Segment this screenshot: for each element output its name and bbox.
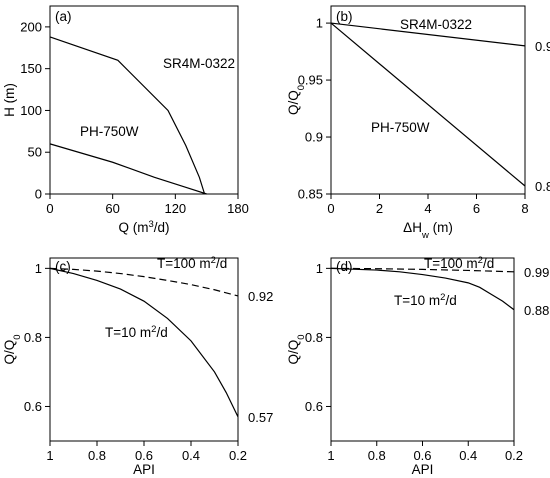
x-tick-label: 1 bbox=[46, 448, 53, 463]
y-tick-label: 0.8 bbox=[24, 330, 42, 345]
y-tick-label: 1 bbox=[35, 261, 42, 276]
y-tick-label: 1 bbox=[316, 16, 323, 31]
series-line-1 bbox=[49, 36, 206, 195]
panel-tag: (d) bbox=[336, 259, 353, 274]
x-tick-label: 60 bbox=[105, 201, 119, 216]
y-axis-label: Q/Q0 bbox=[2, 334, 23, 364]
series-name-label: T=100 m2/d bbox=[157, 255, 227, 272]
x-axis-label: ΔHw (m) bbox=[403, 220, 453, 241]
x-axis-label: API bbox=[412, 462, 434, 477]
series-name-label: SR4M-0322 bbox=[163, 56, 235, 71]
x-tick-label: 0.2 bbox=[229, 448, 247, 463]
x-tick-label: 4 bbox=[424, 201, 431, 216]
series-line-2 bbox=[330, 22, 526, 187]
series-end-label: 0.99 bbox=[524, 265, 549, 280]
y-tick-label: 0.85 bbox=[298, 187, 323, 202]
series-line-1 bbox=[49, 267, 239, 297]
x-tick-label: 0.4 bbox=[459, 448, 477, 463]
series-line-2 bbox=[330, 267, 515, 311]
y-tick-label: 0.6 bbox=[305, 399, 323, 414]
panel-d: 1 0.8 0.6 0.4 0.2 0.6 0.8 1 API Q/Q0 (d) 0.99 0.88 T=… bbox=[286, 255, 549, 478]
series-name-label: PH-750W bbox=[80, 124, 139, 139]
series-line-2 bbox=[49, 143, 207, 195]
x-tick-label: 180 bbox=[227, 201, 249, 216]
x-tick-label: 1 bbox=[327, 448, 334, 463]
plot-frame bbox=[330, 257, 515, 442]
y-tick-label: 0.6 bbox=[24, 399, 42, 414]
series-line-1 bbox=[330, 267, 515, 273]
x-tick-label: 0 bbox=[46, 201, 53, 216]
series-end-label: 0.57 bbox=[248, 410, 273, 425]
x-tick-label: 0.6 bbox=[413, 448, 431, 463]
y-tick-label: 1 bbox=[316, 261, 323, 276]
x-tick-label: 2 bbox=[376, 201, 383, 216]
plot-frame bbox=[49, 5, 239, 195]
y-tick-label: 100 bbox=[20, 103, 42, 118]
x-axis-label: Q (m3/d) bbox=[118, 219, 169, 236]
series-name-label: T=100 m2/d bbox=[424, 255, 494, 272]
y-axis-label: Q/Q0 bbox=[286, 85, 307, 115]
series-name-label: PH-750W bbox=[371, 120, 430, 135]
series-name-label: T=10 m2/d bbox=[105, 324, 168, 341]
y-tick-label: 0 bbox=[35, 187, 42, 202]
x-tick-label: 120 bbox=[164, 201, 186, 216]
y-tick-label: 0.9 bbox=[305, 130, 323, 145]
x-tick-label: 0.6 bbox=[135, 448, 153, 463]
x-tick-label: 0.8 bbox=[88, 448, 106, 463]
y-axis-label: Q/Q0 bbox=[286, 334, 307, 364]
x-tick-label: 0.8 bbox=[368, 448, 386, 463]
plot-frame bbox=[49, 257, 239, 442]
series-end-label: 0.98 bbox=[535, 39, 550, 54]
series-name-label: SR4M-0322 bbox=[400, 17, 472, 32]
x-tick-label: 6 bbox=[473, 201, 480, 216]
y-tick-label: 150 bbox=[20, 61, 42, 76]
x-tick-label: 0.4 bbox=[182, 448, 200, 463]
y-tick-label: 0.8 bbox=[305, 330, 323, 345]
x-tick-label: 0 bbox=[327, 201, 334, 216]
y-tick-label: 0.95 bbox=[298, 73, 323, 88]
series-end-label: 0.88 bbox=[524, 303, 549, 318]
y-axis-label: H (m) bbox=[2, 83, 17, 117]
panel-tag: (a) bbox=[55, 9, 72, 24]
panel-c: 1 0.8 0.6 0.4 0.20.60.81APIQ/Q0(c)0.920.57T=… bbox=[2, 255, 273, 478]
y-tick-label: 200 bbox=[20, 19, 42, 34]
y-tick-label: 50 bbox=[28, 145, 42, 160]
x-tick-label: 8 bbox=[521, 201, 528, 216]
panel-tag: (b) bbox=[336, 9, 353, 24]
series-end-label: 0.92 bbox=[248, 289, 273, 304]
series-line-1 bbox=[330, 22, 526, 47]
panel-a: 0 60 120 180 0 50 100 150 200 Q (m3/d) H (m) (a) SR4… bbox=[2, 5, 249, 236]
x-tick-label: 0.2 bbox=[505, 448, 523, 463]
panel-b: 0 2 4 6 8 0.85 0.9 0.95 1 ΔHw (m) Q/Q0 (b) 0.98 0.86 S… bbox=[286, 5, 550, 241]
series-line-2 bbox=[49, 267, 239, 418]
series-end-label: 0.86 bbox=[535, 179, 550, 194]
x-axis-label: API bbox=[133, 462, 155, 477]
series-name-label: T=10 m2/d bbox=[394, 292, 457, 309]
